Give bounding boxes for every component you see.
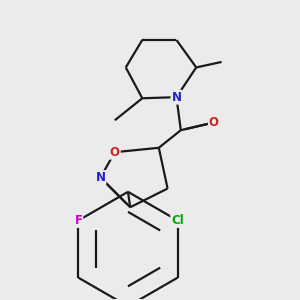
Text: O: O xyxy=(110,146,120,159)
Text: F: F xyxy=(74,214,83,227)
Text: N: N xyxy=(171,91,182,104)
Text: O: O xyxy=(209,116,219,129)
Text: N: N xyxy=(95,171,106,184)
Text: Cl: Cl xyxy=(171,214,184,227)
